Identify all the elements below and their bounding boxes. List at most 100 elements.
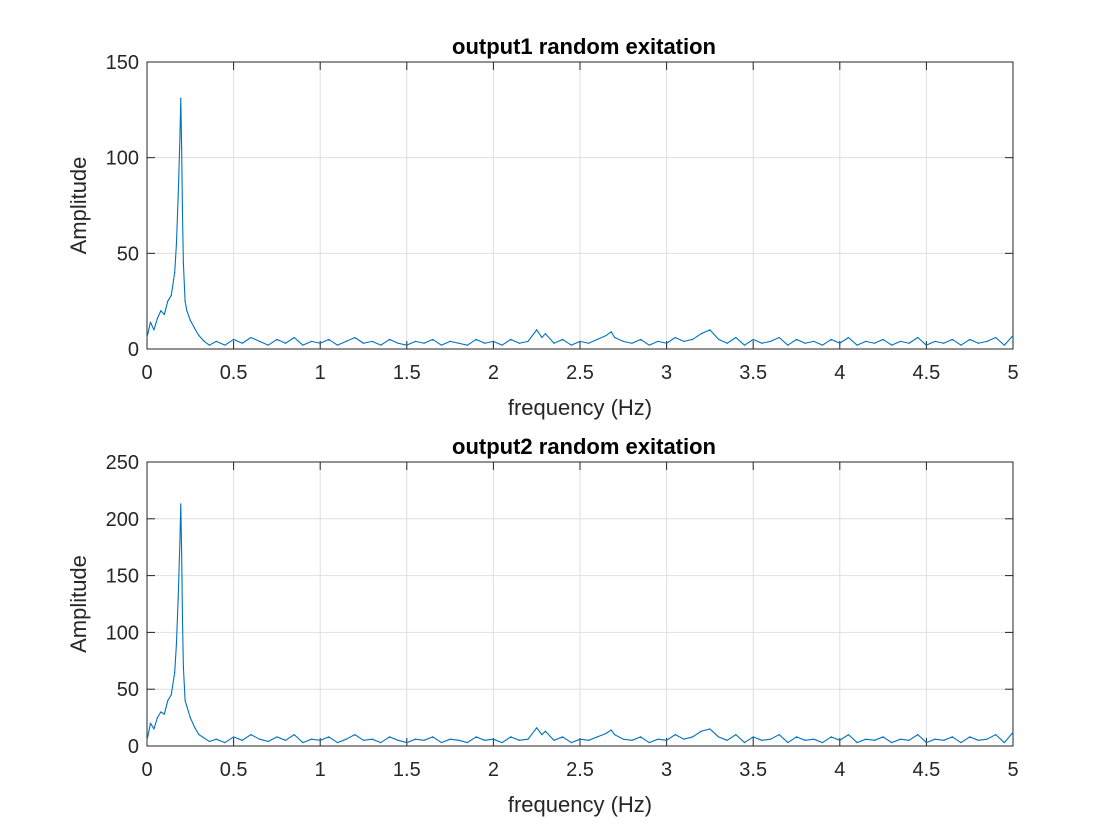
data-point (622, 738, 624, 740)
data-point (371, 340, 373, 342)
data-point (156, 717, 158, 719)
y-tick-label: 150 (106, 566, 139, 588)
data-point (605, 732, 607, 735)
data-point (657, 738, 659, 740)
data-point (250, 336, 252, 339)
data-point (354, 336, 356, 339)
data-point (986, 738, 988, 740)
data-point (406, 344, 408, 346)
data-point (570, 741, 572, 744)
data-point (310, 738, 313, 740)
data-point (432, 736, 434, 738)
data-point (510, 338, 512, 341)
data-point (977, 342, 979, 344)
data-point (795, 338, 798, 341)
x-tick-label: 2 (488, 362, 499, 384)
data-point (605, 335, 607, 337)
data-point (865, 738, 867, 740)
y-tick-label: 0 (128, 736, 139, 758)
data-point (284, 739, 287, 741)
data-point (666, 342, 668, 344)
data-point (177, 597, 179, 599)
data-point (380, 741, 382, 744)
chart-title: output2 random exitation (452, 434, 716, 459)
data-point (181, 552, 183, 554)
data-point (579, 340, 581, 342)
x-tick-label: 4 (834, 362, 845, 384)
data-point (995, 734, 997, 736)
x-tick-label: 0 (141, 362, 152, 384)
x-tick-label: 1.5 (393, 759, 421, 781)
data-point (170, 694, 172, 696)
data-point (787, 741, 789, 744)
data-point (293, 734, 295, 736)
data-point (149, 321, 152, 323)
data-point (174, 671, 176, 673)
data-point (146, 336, 148, 339)
data-point (328, 338, 330, 341)
data-point (891, 344, 893, 346)
x-tick-label: 4.5 (912, 759, 940, 781)
chart-title: output1 random exitation (452, 34, 716, 59)
data-point (182, 262, 184, 264)
data-point (856, 741, 858, 744)
x-tick-label: 0.5 (220, 759, 248, 781)
data-point (570, 344, 572, 346)
data-point (562, 736, 564, 738)
data-point (466, 741, 469, 744)
data-point (181, 147, 183, 149)
data-point (709, 329, 711, 331)
data-point (319, 342, 321, 344)
x-axis-label: frequency (Hz) (508, 792, 652, 817)
data-point (215, 738, 217, 740)
data-point (510, 736, 512, 738)
data-point (302, 344, 304, 346)
data-point (761, 342, 763, 344)
data-point (830, 736, 832, 738)
data-point (449, 738, 451, 740)
data-point (156, 317, 158, 319)
data-point (458, 739, 460, 741)
data-point (492, 340, 494, 342)
data-point (397, 342, 399, 344)
data-point (310, 340, 313, 342)
data-point (354, 734, 356, 736)
data-point (423, 739, 425, 741)
data-point (787, 344, 789, 346)
data-point (778, 734, 780, 736)
x-tick-label: 3.5 (739, 362, 767, 384)
data-point (194, 728, 197, 730)
data-point (182, 665, 184, 668)
y-axis-label: Amplitude (66, 555, 91, 653)
data-point (440, 741, 443, 744)
data-point (873, 739, 876, 741)
data-point (588, 739, 590, 741)
y-tick-label: 150 (106, 52, 139, 74)
data-point (544, 730, 546, 732)
data-point (475, 338, 477, 341)
y-tick-label: 100 (106, 622, 139, 644)
data-point (432, 338, 434, 341)
data-point (752, 736, 754, 738)
data-point (631, 342, 633, 344)
x-axis-label: frequency (Hz) (508, 395, 652, 420)
data-point (691, 736, 694, 738)
data-point (960, 741, 962, 744)
data-point (752, 338, 754, 341)
data-point (518, 739, 520, 741)
data-point (553, 739, 555, 741)
y-axis-label: Amplitude (66, 157, 91, 255)
data-point (153, 329, 155, 331)
data-point (683, 340, 685, 342)
data-point (153, 728, 155, 730)
x-tick-label: 2.5 (566, 759, 594, 781)
data-point (541, 336, 543, 339)
x-tick-label: 5 (1007, 362, 1018, 384)
data-point (596, 736, 598, 738)
data-point (553, 342, 555, 344)
data-point (224, 344, 226, 346)
data-point (160, 310, 162, 312)
data-point (186, 705, 188, 707)
data-point (847, 336, 850, 339)
data-point (674, 336, 676, 339)
